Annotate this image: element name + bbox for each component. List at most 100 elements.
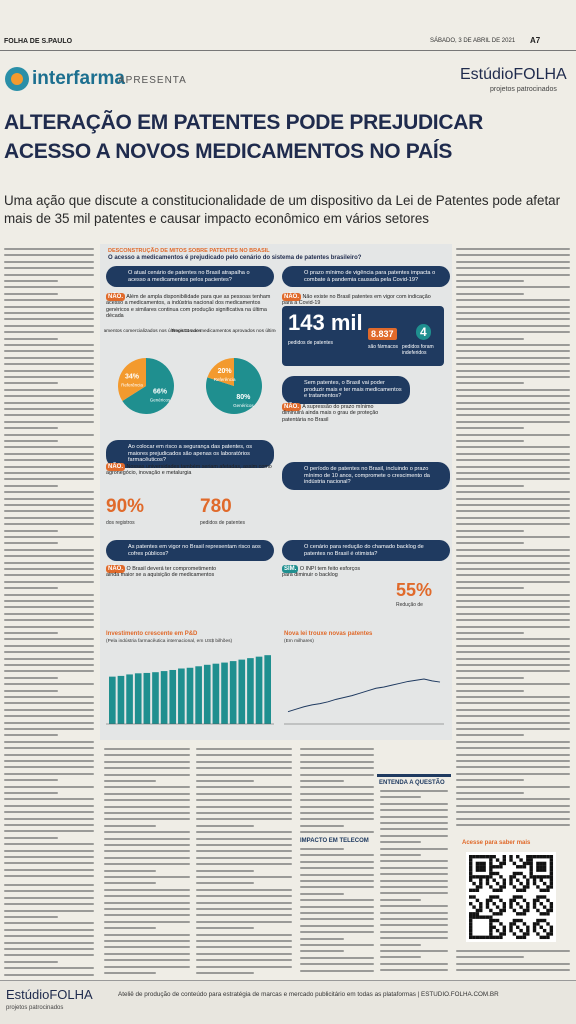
text-line <box>300 899 374 902</box>
qr-module <box>482 875 486 879</box>
qr-module <box>546 855 550 859</box>
text-line <box>196 940 292 942</box>
qr-module <box>522 935 527 940</box>
question: O acesso a medicamentos é prejudicado pe… <box>108 255 362 261</box>
qr-module <box>516 895 520 899</box>
text-line <box>4 600 94 602</box>
text-line <box>196 805 292 808</box>
text-line <box>4 804 94 807</box>
qr-module <box>502 925 506 929</box>
answer: SIM. O INPI tem feito esforços para dimi… <box>282 565 372 579</box>
question-bubble: O cenário para redução do chamado backlo… <box>282 540 450 562</box>
paper-name: FOLHA DE S.PAULO <box>4 38 73 45</box>
qr-module <box>489 922 493 926</box>
text-line <box>456 696 570 698</box>
qr-module <box>542 881 547 886</box>
text-line <box>456 299 570 302</box>
qr-module <box>499 898 503 903</box>
text-line <box>456 331 570 334</box>
qr-module <box>489 935 493 940</box>
stat-value: 4 <box>416 324 431 340</box>
qr-module <box>472 915 476 919</box>
qr-module <box>489 898 493 903</box>
text-line <box>4 465 94 468</box>
qr-module <box>519 865 523 869</box>
text-line <box>300 867 374 870</box>
qr-module <box>526 902 530 906</box>
qr-module <box>522 865 527 869</box>
rule <box>0 50 576 51</box>
qr-module <box>539 878 543 882</box>
qr-module <box>542 918 547 923</box>
qr-module <box>502 932 506 936</box>
answer-label: NÃO. <box>282 403 301 411</box>
qr-module <box>469 932 473 936</box>
text-line <box>104 760 190 763</box>
text-line <box>104 786 190 789</box>
qr-module <box>549 871 554 876</box>
qr-module <box>489 908 493 913</box>
segment-value: 80% <box>236 394 251 401</box>
text-line <box>4 280 58 282</box>
text-line <box>456 484 525 487</box>
bar <box>264 655 271 724</box>
qr-module <box>499 888 503 892</box>
text-line <box>4 337 58 340</box>
text-line <box>380 950 448 952</box>
text-line <box>4 248 94 250</box>
text-line <box>196 959 292 962</box>
bar <box>195 666 202 724</box>
answer-label: NÃO. <box>106 463 125 471</box>
text-line <box>380 905 448 908</box>
text-line <box>104 812 190 814</box>
qr-module <box>546 898 550 903</box>
qr-module <box>495 935 500 940</box>
text-line <box>4 376 94 378</box>
qr-module <box>549 865 554 869</box>
text-line <box>4 299 94 302</box>
qr-module <box>549 858 554 862</box>
text-line <box>456 766 570 769</box>
text-line <box>196 786 292 789</box>
qr-module <box>502 905 506 909</box>
text-line <box>196 812 292 814</box>
text-line <box>4 414 94 417</box>
qr-module <box>495 871 500 876</box>
qr-module <box>469 928 473 933</box>
qr-module <box>509 905 513 909</box>
text-line <box>4 331 94 334</box>
qr-module <box>542 928 547 933</box>
text-line <box>456 715 570 718</box>
text-line <box>456 683 570 686</box>
text-line <box>196 850 292 853</box>
qr-module <box>495 928 500 933</box>
text-line <box>456 580 570 583</box>
text-line <box>456 702 570 705</box>
qr-module <box>522 932 527 936</box>
text-line <box>104 908 190 910</box>
text-line <box>4 555 94 558</box>
text-line <box>300 905 374 908</box>
stat-value: 780 <box>200 496 232 517</box>
text-line <box>456 388 570 391</box>
qr-module <box>502 885 506 889</box>
text-line <box>456 523 570 526</box>
text-line <box>456 555 570 558</box>
qr-module <box>539 875 543 879</box>
text-line <box>380 790 448 792</box>
qr-module <box>536 865 540 869</box>
text-line <box>300 892 345 895</box>
text-line <box>104 901 190 904</box>
text-line <box>456 587 525 590</box>
qr-module <box>529 871 533 876</box>
text-line <box>4 868 94 871</box>
qr-module <box>516 925 520 929</box>
text-line <box>456 337 525 340</box>
qr-module <box>472 888 476 892</box>
text-line <box>196 876 292 878</box>
text-line <box>456 254 570 257</box>
qr-module <box>469 865 473 869</box>
text-line <box>196 767 292 770</box>
qr-module <box>479 902 483 906</box>
qr-module <box>539 912 543 916</box>
